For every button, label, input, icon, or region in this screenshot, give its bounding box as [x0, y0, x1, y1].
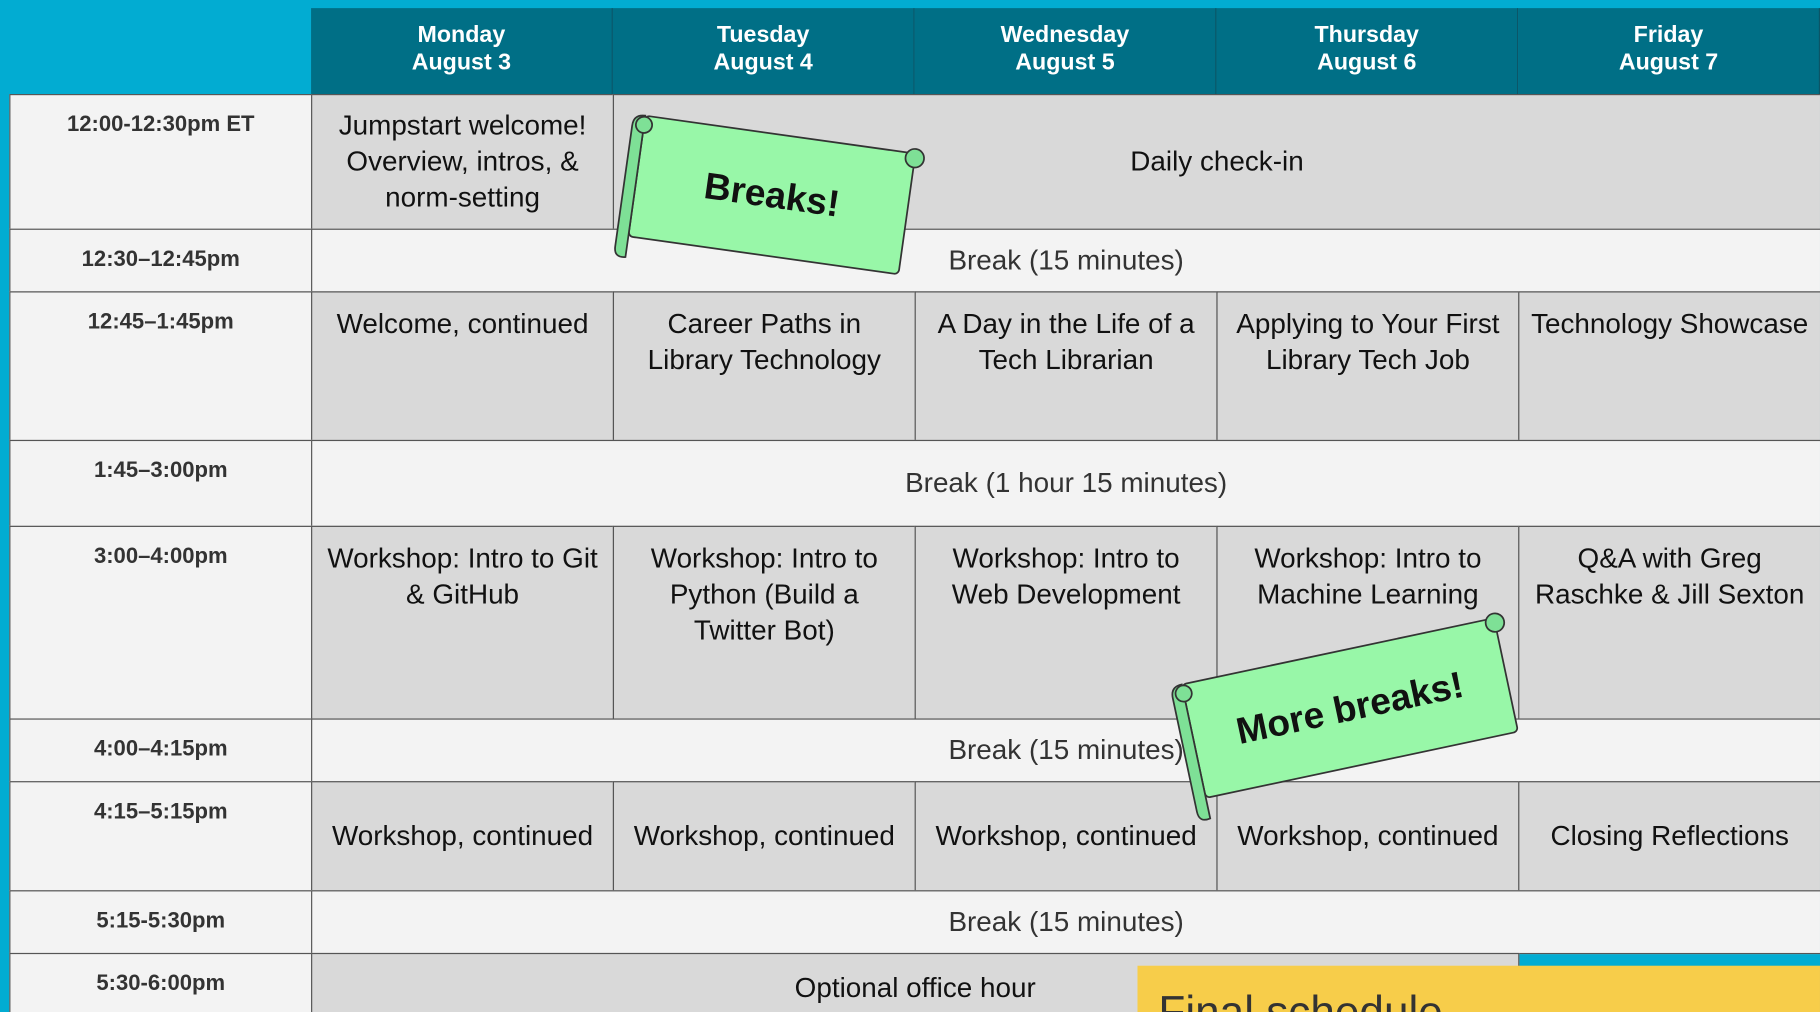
session-cell: Workshop, continued [612, 781, 916, 892]
day-name: Wednesday [1000, 22, 1130, 48]
day-header: Thursday August 6 [1216, 8, 1519, 95]
session-cell: Closing Reflections [1518, 781, 1820, 892]
day-date: August 4 [713, 49, 813, 76]
day-date: August 7 [1618, 49, 1719, 76]
day-header: Tuesday August 4 [612, 8, 915, 95]
session-cell: Workshop: Intro to Web Development [914, 525, 1218, 720]
break-cell: Break (1 hour 15 minutes) [311, 439, 1820, 527]
break-cell: Break (15 minutes) [311, 718, 1820, 783]
day-date: August 5 [1015, 49, 1115, 76]
day-date: August 3 [411, 49, 512, 76]
day-date: August 6 [1317, 49, 1417, 76]
session-cell: Workshop: Intro to Git & GitHub [311, 525, 615, 720]
time-label: 4:00–4:15pm [9, 718, 313, 783]
footer-text: Final schedule [1158, 989, 1442, 1012]
day-header: Friday August 7 [1518, 8, 1820, 95]
session-cell: Workshop, continued [914, 781, 1218, 892]
session-cell: Career Paths in Library Technology [612, 291, 916, 442]
session-cell: A Day in the Life of a Tech Librarian [914, 291, 1218, 442]
time-label: 4:15–5:15pm [9, 781, 313, 892]
session-cell: Q&A with Greg Raschke & Jill Sexton [1518, 525, 1820, 720]
time-label: 5:30-6:00pm [9, 952, 313, 1012]
session-cell: Welcome, continued [311, 291, 615, 442]
banner: More breaks! [1171, 612, 1519, 821]
time-label: 1:45–3:00pm [9, 439, 313, 527]
day-name: Thursday [1314, 22, 1419, 48]
day-name: Friday [1633, 22, 1704, 48]
break-cell: Break (15 minutes) [311, 228, 1820, 293]
session-cell: Workshop, continued [311, 781, 615, 892]
time-label: 12:45–1:45pm [9, 291, 313, 442]
session-cell: Jumpstart welcome! Overview, intros, & n… [311, 94, 615, 230]
day-header: Monday August 3 [311, 8, 613, 95]
session-cell: Workshop, continued [1216, 781, 1520, 892]
time-label: 3:00–4:00pm [9, 525, 313, 720]
day-name: Tuesday [716, 22, 810, 48]
day-header: Wednesday August 5 [914, 8, 1217, 95]
time-label: 12:30–12:45pm [9, 228, 313, 293]
session-cell: Workshop: Intro to Python (Build a Twitt… [612, 525, 916, 720]
day-name: Monday [417, 22, 506, 48]
banner: Breaks! [614, 114, 925, 275]
session-cell: Applying to Your First Library Tech Job [1216, 291, 1520, 442]
footer-box: Final schedule [1137, 965, 1820, 1012]
session-cell: Technology Showcase [1518, 291, 1820, 442]
